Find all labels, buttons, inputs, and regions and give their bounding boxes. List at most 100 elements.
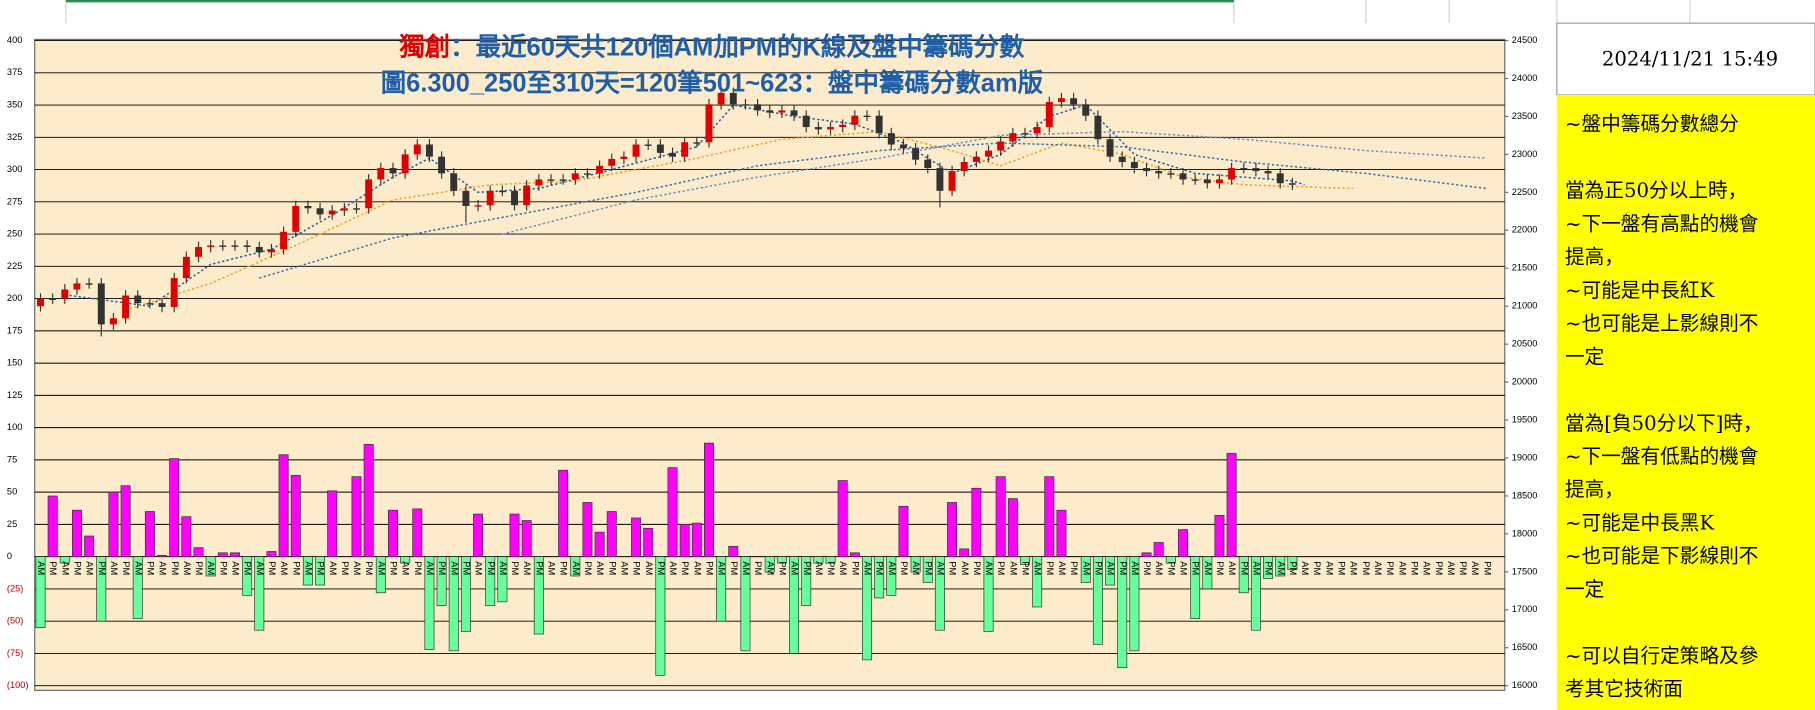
bar — [582, 502, 593, 557]
bar — [1178, 529, 1188, 557]
candle — [839, 119, 847, 133]
x-tick-label: AM — [1300, 561, 1310, 575]
bar — [1080, 556, 1091, 583]
x-tick-label: PM — [48, 561, 58, 575]
y-tick-label: (100) — [7, 680, 29, 690]
candle — [1179, 168, 1187, 185]
candle — [401, 149, 409, 179]
x-tick-label: PM — [996, 561, 1006, 575]
x-tick-label: AM — [1373, 561, 1383, 575]
bar — [910, 556, 921, 573]
candle — [511, 185, 518, 211]
x-tick-label: PM — [656, 561, 666, 575]
x-tick-label: PM — [923, 561, 933, 575]
y-tick-label: 75 — [7, 454, 17, 464]
bar — [764, 556, 775, 573]
candle — [1118, 151, 1126, 168]
candle — [243, 240, 251, 253]
x-tick-label: AM — [1227, 561, 1237, 575]
chart-title: 獨創：最近60天共120個AM加PM的K線及盤中籌碼分數 — [398, 32, 1025, 61]
x-tick-label: PM — [170, 561, 180, 575]
candle — [656, 139, 664, 159]
y2-tick-label: 17500 — [1512, 566, 1538, 576]
candle-body — [814, 127, 822, 130]
y-tick-label: 100 — [7, 422, 22, 432]
candle-body — [924, 159, 932, 169]
title-highlight: 獨創 — [398, 33, 450, 61]
x-tick-label: PM — [1069, 561, 1079, 575]
candle-body — [85, 283, 93, 285]
bar — [169, 458, 180, 557]
bar — [181, 516, 192, 557]
bar — [570, 556, 581, 577]
notes-panel — [1556, 94, 1815, 710]
bar — [1092, 556, 1103, 645]
x-tick-label: PM — [753, 561, 763, 575]
candle — [766, 105, 774, 118]
x-tick-label: AM — [863, 561, 873, 575]
note-line: ~下一盤有低點的機會 — [1565, 445, 1759, 468]
candle-body — [596, 165, 604, 174]
candle — [304, 200, 312, 214]
x-tick-label: PM — [1385, 561, 1395, 575]
x-tick-label: PM — [97, 561, 107, 575]
bar — [971, 487, 982, 557]
y2-tick-label: 22500 — [1512, 187, 1538, 197]
bar — [521, 520, 532, 557]
candle-body — [1203, 179, 1211, 184]
candle — [486, 185, 494, 211]
candle — [729, 87, 737, 110]
x-tick-label: PM — [1482, 561, 1492, 575]
candle-body — [401, 154, 409, 174]
bar — [1238, 556, 1249, 594]
x-tick-label: AM — [1324, 561, 1334, 575]
x-tick-label: PM — [972, 561, 982, 575]
x-tick-label: PM — [559, 561, 569, 575]
y-tick-label: 150 — [7, 358, 22, 368]
x-tick-label: AM — [279, 561, 289, 575]
candle-body — [1130, 161, 1138, 169]
candle-body — [1276, 173, 1284, 184]
y-tick-label: (50) — [7, 616, 23, 626]
candle — [37, 293, 44, 312]
x-tick-label: PM — [413, 561, 423, 575]
y-tick-label: 350 — [7, 100, 22, 110]
candle-body — [644, 144, 652, 146]
candle — [827, 121, 834, 135]
note-line: ~也可能是下影線則不 — [1565, 545, 1758, 568]
x-tick-label: AM — [571, 561, 581, 575]
timestamp-box — [1556, 22, 1815, 96]
note-line: ~下一盤有高點的機會 — [1565, 212, 1759, 235]
candle-body — [1021, 133, 1029, 135]
candle — [1009, 127, 1017, 147]
candle — [207, 240, 215, 253]
bar — [363, 444, 374, 557]
candle-body — [620, 156, 628, 159]
candle-body — [498, 190, 506, 193]
candle-body — [511, 190, 518, 206]
bar — [230, 552, 240, 557]
x-tick-label: PM — [680, 561, 690, 575]
candle — [1057, 92, 1065, 108]
candle-body — [243, 245, 251, 247]
candle-body — [985, 150, 992, 157]
x-tick-label: AM — [1154, 561, 1164, 575]
bar — [509, 513, 520, 557]
candle — [632, 139, 640, 162]
x-tick-label: PM — [510, 561, 520, 575]
bar — [217, 552, 228, 557]
candle — [1167, 168, 1175, 179]
candle-body — [547, 179, 555, 181]
x-tick-label: AM — [765, 561, 775, 575]
bar — [193, 547, 204, 557]
candle — [267, 243, 275, 258]
x-tick-label: AM — [206, 561, 216, 575]
candle — [754, 98, 762, 116]
x-tick-label: PM — [1142, 561, 1152, 575]
note-line: 當為[負50分以下]時， — [1565, 412, 1763, 435]
candle — [389, 162, 397, 179]
candle — [462, 185, 470, 223]
note-line: ~也可能是上影線則不 — [1565, 312, 1758, 335]
candle — [316, 202, 324, 220]
y-tick-label: 275 — [7, 196, 22, 206]
